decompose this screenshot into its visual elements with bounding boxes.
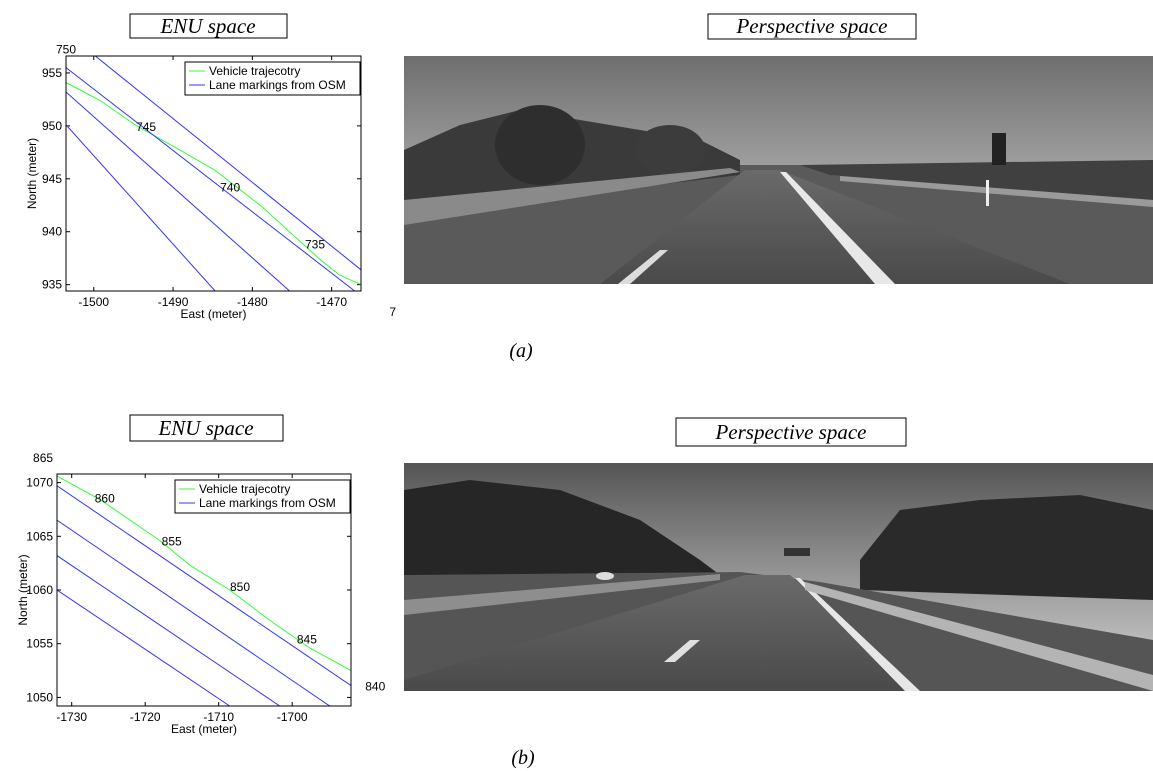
caption: (a) <box>509 340 533 362</box>
label-box <box>707 13 917 40</box>
annotation: 750 <box>56 43 76 57</box>
y-tick-label: 1060 <box>26 583 53 597</box>
y-tick-label: 1050 <box>26 690 53 704</box>
caption: (b) <box>511 747 535 769</box>
annotation: 735 <box>305 237 325 251</box>
annotation: 745 <box>136 120 156 134</box>
y-axis-label: North (meter) <box>25 138 39 209</box>
line-chart: -1730 -1720 -1710 -1700 1050 1055 1060 1065 1070… <box>16 451 386 736</box>
perspective-label: Perspective space <box>714 420 866 444</box>
legend-label: Vehicle trajecotry <box>209 64 300 78</box>
annotation: 860 <box>95 492 115 506</box>
legend-box <box>184 61 361 96</box>
plot-frame <box>65 55 362 292</box>
enu-label: ENU space <box>159 14 255 38</box>
x-axis-label: East (meter) <box>180 307 246 321</box>
label-box <box>129 13 288 39</box>
x-axis-label: East (meter) <box>171 722 237 736</box>
series-line <box>57 485 351 706</box>
annotation: 740 <box>220 180 240 194</box>
annotation: 845 <box>297 632 317 646</box>
road-photo <box>404 56 1153 284</box>
y-tick-label: 940 <box>42 225 62 239</box>
y-tick-label: 1065 <box>26 529 53 543</box>
series-group <box>57 475 351 706</box>
series-line <box>57 475 351 672</box>
x-tick-label: -1480 <box>237 295 268 309</box>
y-tick-label: 950 <box>42 119 62 133</box>
annotation: 865 <box>33 451 53 465</box>
annotation: 840 <box>365 680 385 694</box>
series-line <box>66 82 361 286</box>
x-tick-label: -1710 <box>203 710 234 724</box>
x-tick-label: -1730 <box>56 710 87 724</box>
annotation: 7 <box>389 305 396 319</box>
x-tick-label: -1700 <box>277 710 308 724</box>
y-axis-label: North (meter) <box>16 554 30 625</box>
x-tick-label: -1470 <box>316 295 347 309</box>
plot-frame <box>56 473 352 707</box>
legend-label: Lane markings from OSM <box>209 78 346 92</box>
legend-label: Vehicle trajecotry <box>199 482 290 496</box>
y-tick-label: 955 <box>42 66 62 80</box>
x-tick-label: -1490 <box>158 295 189 309</box>
enu-label: ENU space <box>157 416 253 440</box>
legend-box <box>174 479 351 514</box>
line-chart: -1500 -1490 -1480 -1470 935 940 945 950 955 East … <box>25 43 396 321</box>
y-tick-label: 935 <box>42 278 62 292</box>
x-tick-label: -1500 <box>78 295 109 309</box>
annotation: 850 <box>230 580 250 594</box>
road-photo <box>404 463 1153 691</box>
perspective-label: Perspective space <box>735 14 887 38</box>
series-line <box>66 56 361 291</box>
y-tick-label: 945 <box>42 172 62 186</box>
legend-label: Lane markings from OSM <box>199 496 336 510</box>
y-tick-label: 1055 <box>26 637 53 651</box>
label-box <box>129 414 284 442</box>
y-tick-label: 1070 <box>26 476 53 490</box>
series-group <box>66 56 361 291</box>
x-tick-label: -1720 <box>130 710 161 724</box>
label-box <box>675 417 907 447</box>
annotation: 855 <box>162 535 182 549</box>
